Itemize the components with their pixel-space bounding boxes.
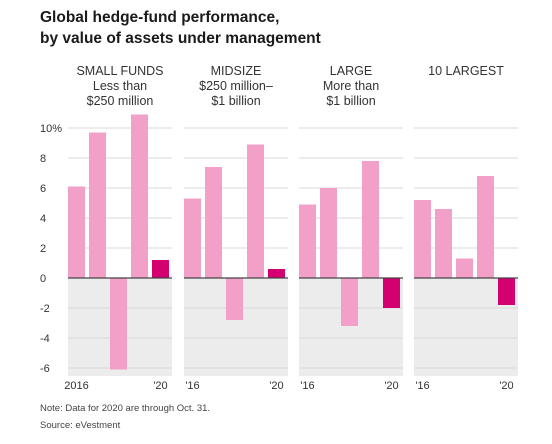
x-tick-label: '16	[185, 380, 199, 392]
y-tick-label: 2	[40, 243, 46, 255]
y-tick-label: 4	[40, 213, 46, 225]
bar-2016	[414, 200, 431, 278]
y-tick-label: -4	[40, 333, 50, 345]
bar-2017	[89, 132, 106, 278]
y-tick-label: 10%	[40, 123, 62, 135]
panel-heading-1: Less than	[93, 79, 147, 93]
panel-heading-2: $250 million–	[199, 79, 273, 93]
panel-heading-2: MIDSIZE	[211, 64, 262, 78]
bar-2016	[68, 186, 85, 278]
bar-2019	[362, 161, 379, 278]
panel-heading-2: $1 billion	[211, 94, 260, 108]
bar-2019	[247, 144, 264, 278]
chart-source: Source: eVestment	[40, 420, 121, 431]
bar-2018	[456, 258, 473, 278]
bar-2020	[152, 260, 169, 278]
bar-2017	[435, 209, 452, 278]
bar-2016	[299, 204, 316, 278]
y-tick-label: 8	[40, 153, 46, 165]
x-tick-label: '20	[153, 380, 167, 392]
bar-2020	[383, 278, 400, 308]
y-tick-label: 6	[40, 183, 46, 195]
panel-heading-1: $250 million	[87, 94, 154, 108]
bar-2019	[131, 114, 148, 278]
panel-heading-3: More than	[323, 79, 379, 93]
x-tick-label: '20	[499, 380, 513, 392]
chart-subtitle: by value of assets under management	[40, 30, 321, 47]
x-tick-label: '20	[269, 380, 283, 392]
x-tick-label: '16	[300, 380, 314, 392]
x-tick-label: '16	[415, 380, 429, 392]
x-tick-label: 2016	[64, 380, 88, 392]
x-tick-label: '20	[384, 380, 398, 392]
panel-heading-4: 10 LARGEST	[428, 64, 504, 78]
panel-heading-1: SMALL FUNDS	[76, 64, 163, 78]
bar-2018	[226, 278, 243, 320]
bar-2019	[477, 176, 494, 278]
chart-note: Note: Data for 2020 are through Oct. 31.	[40, 403, 210, 414]
bar-2017	[320, 188, 337, 278]
bar-2017	[205, 167, 222, 278]
chart-title: Global hedge-fund performance,	[40, 9, 279, 26]
y-tick-label: -6	[40, 363, 50, 375]
bar-2018	[341, 278, 358, 326]
bar-2020	[498, 278, 515, 305]
panel-heading-3: $1 billion	[326, 94, 375, 108]
bar-2018	[110, 278, 127, 370]
bar-2016	[184, 198, 201, 278]
y-tick-label: 0	[40, 273, 46, 285]
y-tick-label: -2	[40, 303, 50, 315]
bar-2020	[268, 269, 285, 278]
panel-heading-3: LARGE	[330, 64, 372, 78]
